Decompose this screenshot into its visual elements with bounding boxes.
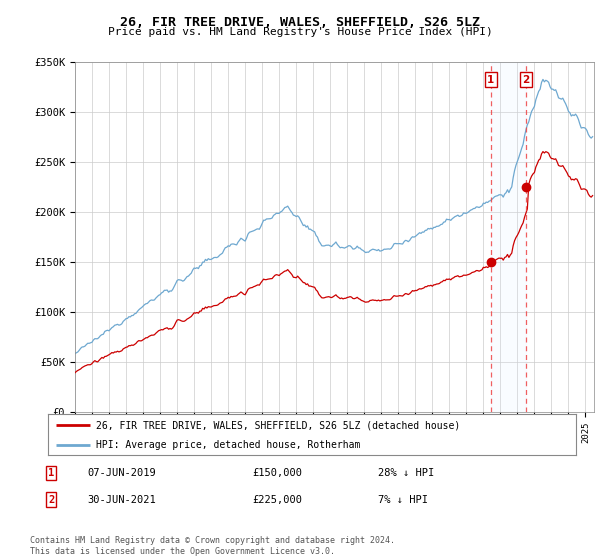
Text: 07-JUN-2019: 07-JUN-2019 [87,468,156,478]
Text: 2: 2 [523,74,530,85]
Text: 28% ↓ HPI: 28% ↓ HPI [378,468,434,478]
Text: 26, FIR TREE DRIVE, WALES, SHEFFIELD, S26 5LZ: 26, FIR TREE DRIVE, WALES, SHEFFIELD, S2… [120,16,480,29]
Text: HPI: Average price, detached house, Rotherham: HPI: Average price, detached house, Roth… [95,440,360,450]
Text: 1: 1 [487,74,494,85]
Text: 30-JUN-2021: 30-JUN-2021 [87,494,156,505]
Text: 1: 1 [48,468,54,478]
Bar [491,62,526,412]
Text: 26, FIR TREE DRIVE, WALES, SHEFFIELD, S26 5LZ (detached house): 26, FIR TREE DRIVE, WALES, SHEFFIELD, S2… [95,421,460,430]
Text: 2: 2 [48,494,54,505]
Text: Price paid vs. HM Land Registry's House Price Index (HPI): Price paid vs. HM Land Registry's House … [107,27,493,37]
Text: 7% ↓ HPI: 7% ↓ HPI [378,494,428,505]
Text: £150,000: £150,000 [252,468,302,478]
Text: £225,000: £225,000 [252,494,302,505]
Text: Contains HM Land Registry data © Crown copyright and database right 2024.
This d: Contains HM Land Registry data © Crown c… [30,536,395,556]
